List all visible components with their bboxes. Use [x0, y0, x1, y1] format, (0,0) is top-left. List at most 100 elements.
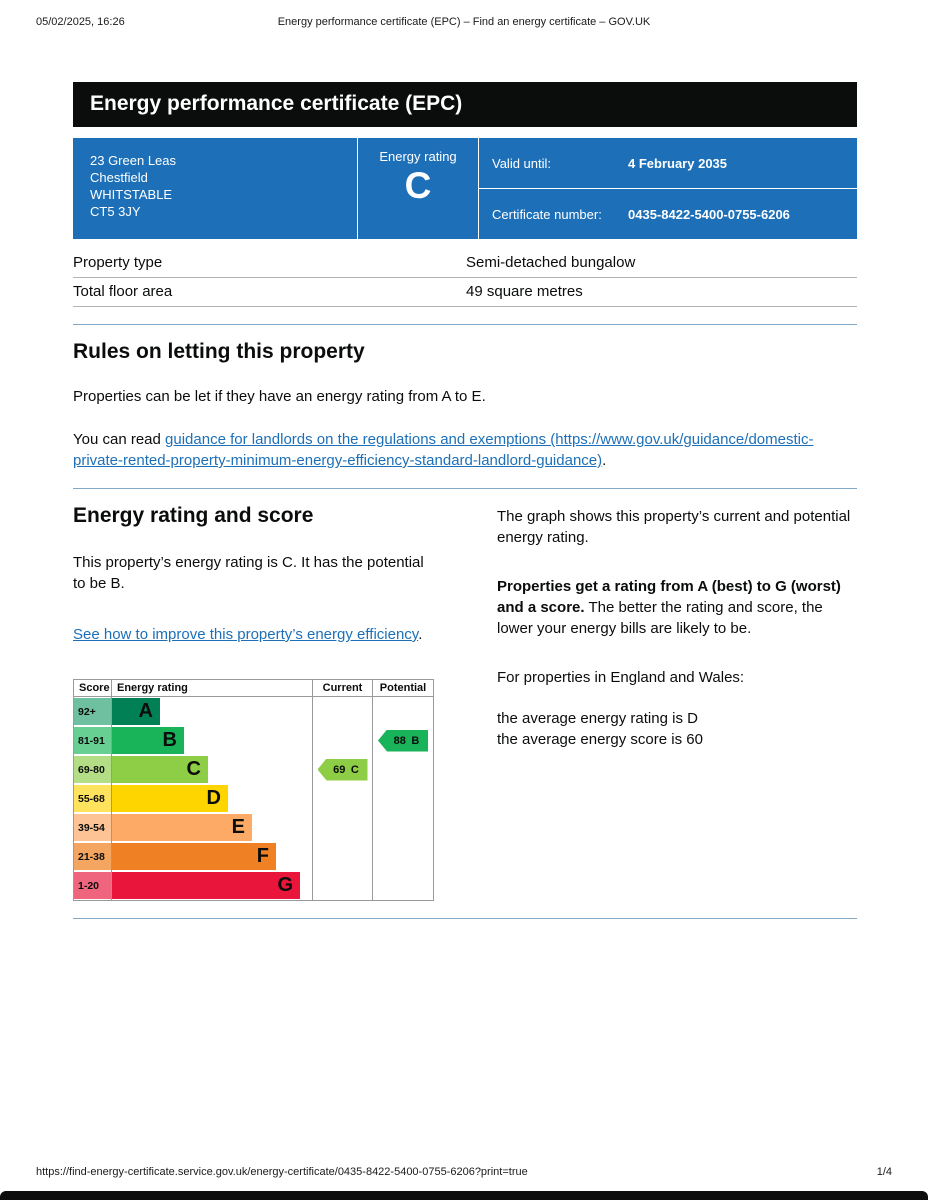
certificate-number-row: Certificate number: 0435-8422-5400-0755-…	[479, 188, 857, 239]
guidance-prefix: You can read	[73, 431, 166, 448]
current-rating-marker: 69 C	[317, 758, 368, 781]
letting-rules-heading: Rules on letting this property	[73, 340, 365, 363]
print-footer: https://find-energy-certificate.service.…	[36, 1166, 892, 1178]
chart-potential-column: Potential 88 B	[372, 680, 433, 900]
potential-rating-marker: 88 B	[378, 729, 428, 752]
section-divider	[73, 488, 857, 489]
address-line: CT5 3JY	[90, 204, 141, 220]
chart-cell: G	[112, 871, 312, 900]
chart-cell	[313, 871, 372, 900]
improve-suffix: .	[418, 626, 423, 643]
rating-band-e: E	[112, 814, 252, 841]
chart-cell: C	[112, 755, 312, 784]
score-range-a: 92+	[74, 698, 111, 725]
page-title: Energy performance certificate (EPC)	[73, 82, 857, 127]
energy-rating-label: Energy rating	[379, 149, 457, 164]
chart-cell	[313, 726, 372, 755]
rating-section: Energy rating and score This property’s …	[73, 504, 857, 901]
chart-header-potential: Potential	[373, 680, 433, 697]
property-detail-label: Total floor area	[73, 283, 173, 300]
score-range-e: 39-54	[74, 814, 111, 841]
address-line: WHITSTABLE	[90, 187, 173, 203]
rating-band-g: G	[112, 872, 300, 899]
score-range-d: 55-68	[74, 785, 111, 812]
chart-cell: 69 C	[313, 755, 372, 784]
valid-until-row: Valid until: 4 February 2035	[479, 138, 857, 188]
rating-band-c: C	[112, 756, 208, 783]
property-details: Property type Semi-detached bungalow Total…	[73, 249, 857, 307]
chart-cell	[373, 842, 433, 871]
section-divider	[73, 918, 857, 919]
print-datetime: 05/02/2025, 16:26	[36, 16, 125, 28]
address-line: Chestfield	[90, 170, 148, 186]
epc-chart: Score 92+ 81-91 69-80 55-68 39-54 21-38 1-20 E…	[73, 679, 434, 901]
chart-cell	[313, 813, 372, 842]
property-detail-value: Semi-detached bungalow	[466, 254, 636, 271]
bottom-bar	[0, 1191, 928, 1200]
score-range-g: 1-20	[74, 872, 111, 899]
address-line: 23 Green Leas	[90, 153, 177, 168]
rating-explainer-bold: Properties get a rating from A (best) to…	[497, 578, 841, 616]
averages-text: the average energy rating is D the avera…	[497, 708, 857, 750]
certificate-content: Energy performance certificate (EPC) 23 …	[73, 82, 857, 919]
chart-cell: F	[112, 842, 312, 871]
valid-until-value: 4 February 2035	[628, 155, 728, 171]
improve-efficiency-link[interactable]: See how to improve this property’s energ…	[73, 626, 419, 643]
chart-cell: D	[112, 784, 312, 813]
chart-cell: 81-91	[74, 726, 111, 755]
improve-paragraph: See how to improve this property’s energ…	[73, 624, 434, 645]
energy-rating-box: Energy rating C	[357, 138, 479, 239]
chart-cell	[313, 842, 372, 871]
rating-summary-text: This property’s energy rating is C. It h…	[73, 554, 424, 592]
rating-right-column: The graph shows this property’s current …	[497, 504, 857, 750]
chart-cell: 21-38	[74, 842, 111, 871]
property-detail-row: Total floor area 49 square metres	[73, 278, 857, 307]
rating-left-column: Energy rating and score This property’s …	[73, 504, 434, 901]
landlord-guidance-link[interactable]: guidance for landlords on the regulation…	[73, 431, 814, 469]
chart-cell	[373, 784, 433, 813]
chart-header-current: Current	[313, 680, 372, 697]
rating-explainer-text: Properties get a rating from A (best) to…	[497, 576, 857, 639]
average-rating-line: the average energy rating is D	[497, 710, 698, 727]
chart-cell: A	[112, 697, 312, 726]
chart-header-rating: Energy rating	[112, 680, 312, 697]
chart-cell	[373, 871, 433, 900]
average-score-line: the average energy score is 60	[497, 731, 703, 748]
chart-cell: 88 B	[373, 726, 433, 755]
letting-rules-text: Properties can be let if they have an en…	[73, 388, 486, 405]
rating-heading: Energy rating and score	[73, 504, 314, 527]
guidance-suffix: .	[602, 452, 607, 469]
score-range-c: 69-80	[74, 756, 111, 783]
chart-cell: 39-54	[74, 813, 111, 842]
chart-cell: 1-20	[74, 871, 111, 900]
rating-band-b: B	[112, 727, 184, 754]
certificate-summary-box: 23 Green Leas Chestfield WHITSTABLE CT5 …	[73, 138, 857, 239]
property-address: 23 Green Leas Chestfield WHITSTABLE CT5 …	[73, 138, 357, 239]
chart-cell	[313, 697, 372, 726]
print-document-title: Energy performance certificate (EPC) – F…	[277, 16, 651, 28]
certificate-number-label: Certificate number:	[492, 206, 602, 222]
england-wales-text: For properties in England and Wales:	[497, 669, 745, 686]
chart-cell: B	[112, 726, 312, 755]
valid-until-label: Valid until:	[492, 155, 552, 171]
chart-cell: 92+	[74, 697, 111, 726]
printed-page: Energy performance certificate (EPC) – F…	[0, 16, 928, 1200]
print-page-number: 1/4	[876, 1166, 892, 1178]
score-range-b: 81-91	[74, 727, 111, 754]
chart-cell: E	[112, 813, 312, 842]
property-detail-row: Property type Semi-detached bungalow	[73, 249, 857, 278]
chart-cell: 55-68	[74, 784, 111, 813]
chart-cell	[373, 813, 433, 842]
chart-cell	[373, 755, 433, 784]
chart-header-score: Score	[74, 680, 111, 697]
section-divider	[73, 324, 857, 325]
rating-explainer-normal: The better the rating and score, the low…	[497, 599, 823, 637]
score-range-f: 21-38	[74, 843, 111, 870]
chart-score-column: Score 92+ 81-91 69-80 55-68 39-54 21-38 1-20	[74, 680, 112, 900]
property-detail-label: Property type	[73, 254, 163, 271]
rating-band-a: A	[112, 698, 160, 725]
property-detail-value: 49 square metres	[466, 283, 583, 300]
chart-cell: 69-80	[74, 755, 111, 784]
print-header: Energy performance certificate (EPC) – F…	[36, 16, 892, 30]
